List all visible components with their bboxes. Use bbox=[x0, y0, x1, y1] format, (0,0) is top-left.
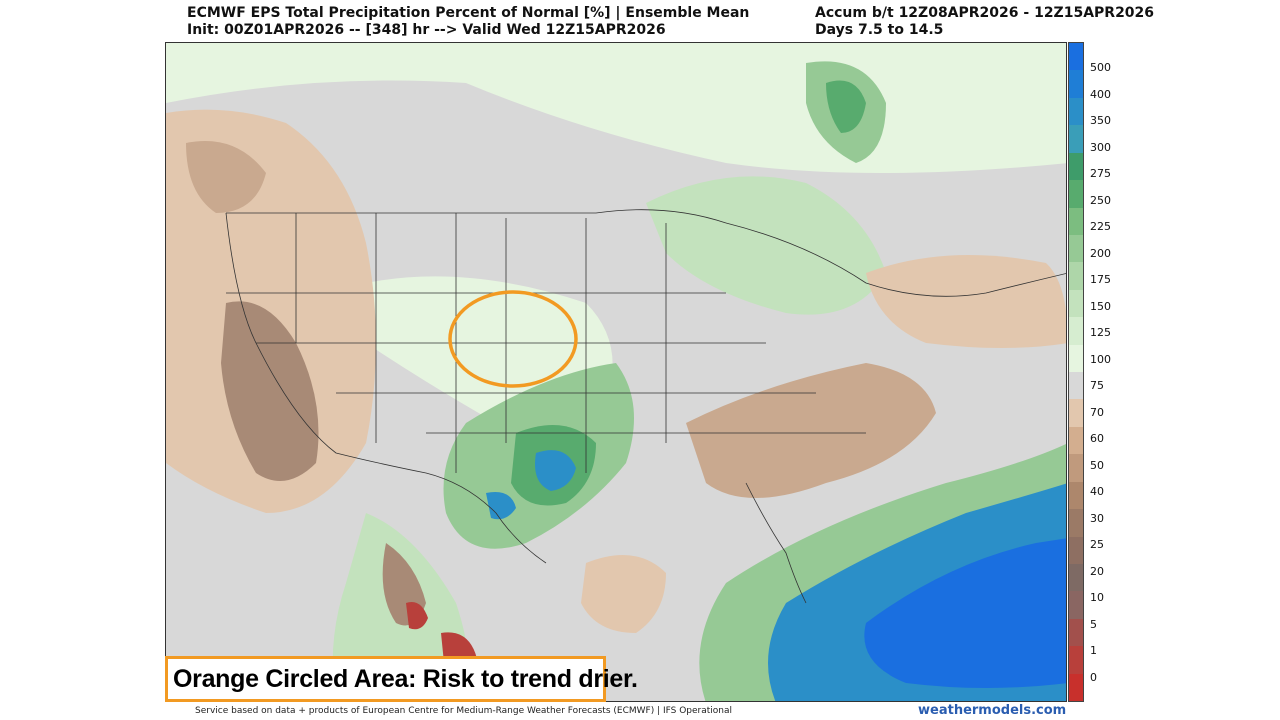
colorbar-segment bbox=[1069, 43, 1083, 71]
chart-title: ECMWF EPS Total Precipitation Percent of… bbox=[187, 5, 749, 39]
dry-area-mid-atlantic bbox=[866, 255, 1066, 348]
canada-border bbox=[226, 209, 727, 224]
accumulation-info: Accum b/t 12Z08APR2026 - 12Z15APR2026 Da… bbox=[815, 5, 1154, 39]
title-line-1: ECMWF EPS Total Precipitation Percent of… bbox=[187, 5, 750, 21]
wet-area-texas-blue-2 bbox=[486, 492, 516, 520]
wet-area-hudson bbox=[826, 80, 866, 133]
colorbar-segment bbox=[1069, 536, 1083, 565]
dry-area-southeast bbox=[686, 363, 936, 498]
colorbar-tick-label: 125 bbox=[1090, 326, 1111, 339]
colorbar-segment bbox=[1069, 591, 1083, 620]
dry-area-california bbox=[221, 301, 319, 481]
colorbar-segment bbox=[1069, 481, 1083, 510]
state-lines-horizontal bbox=[226, 292, 866, 434]
colorbar-tick-label: 300 bbox=[1090, 140, 1111, 154]
precip-map bbox=[165, 42, 1067, 702]
colorbar-tick-label: 50 bbox=[1090, 458, 1104, 472]
accum-line-2: Days 7.5 to 14.5 bbox=[815, 22, 944, 38]
wet-area-great-lakes bbox=[646, 176, 886, 315]
callout-text: Orange Circled Area: Risk to trend drier… bbox=[173, 665, 638, 693]
west-coast-border bbox=[225, 212, 547, 564]
colorbar-segment bbox=[1069, 125, 1083, 154]
colorbar-tick-label: 30 bbox=[1090, 511, 1104, 525]
colorbar-segment bbox=[1069, 289, 1083, 318]
callout-box: Orange Circled Area: Risk to trend drier… bbox=[165, 656, 638, 702]
footer-credit: Service based on data + products of Euro… bbox=[195, 706, 733, 716]
colorbar-tick-label: 275 bbox=[1090, 167, 1111, 180]
colorbar-segment bbox=[1069, 673, 1083, 702]
colorbar-segment bbox=[1069, 646, 1083, 675]
colorbar-segment bbox=[1069, 234, 1083, 263]
colorbar-tick-label: 1 bbox=[1090, 644, 1097, 657]
colorbar-tick-label: 150 bbox=[1090, 299, 1111, 313]
colorbar-segment bbox=[1069, 563, 1083, 592]
colorbar-tick-label: 10 bbox=[1090, 591, 1104, 604]
colorbar-tick-label: 40 bbox=[1090, 485, 1104, 498]
colorbar-tick-label: 0 bbox=[1090, 670, 1097, 684]
colorbar-segment bbox=[1069, 399, 1083, 428]
colorbar bbox=[1068, 42, 1084, 702]
dry-area-mexico-red bbox=[406, 602, 428, 630]
colorbar-segment bbox=[1069, 344, 1083, 373]
colorbar-tick-label: 400 bbox=[1090, 87, 1111, 101]
accum-line-1: Accum b/t 12Z08APR2026 - 12Z15APR2026 bbox=[815, 5, 1155, 21]
colorbar-tick-label: 75 bbox=[1090, 379, 1104, 392]
colorbar-segment bbox=[1069, 372, 1083, 400]
title-line-2: Init: 00Z01APR2026 -- [348] hr --> Valid… bbox=[187, 22, 666, 38]
colorbar-tick-label: 20 bbox=[1090, 564, 1104, 578]
colorbar-segment bbox=[1069, 618, 1083, 647]
northeast-border bbox=[725, 222, 1066, 297]
dry-area-northwest bbox=[186, 141, 266, 213]
colorbar-tick-label: 175 bbox=[1090, 273, 1111, 286]
colorbar-segment bbox=[1069, 317, 1083, 346]
colorbar-tick-label: 60 bbox=[1090, 432, 1104, 445]
footer-website-link[interactable]: weathermodels.com bbox=[918, 703, 1067, 718]
colorbar-tick-label: 200 bbox=[1090, 246, 1111, 260]
colorbar-segment bbox=[1069, 454, 1083, 483]
borders bbox=[225, 209, 1066, 604]
colorbar-segment bbox=[1069, 509, 1083, 537]
map-svg bbox=[166, 43, 1066, 701]
colorbar-segment bbox=[1069, 426, 1083, 455]
colorbar-tick-label: 350 bbox=[1090, 114, 1111, 127]
colorbar-tick-label: 25 bbox=[1090, 538, 1104, 551]
colorbar-tick-label: 70 bbox=[1090, 405, 1104, 419]
florida-outline bbox=[745, 482, 807, 604]
dry-area-gulf bbox=[581, 555, 666, 633]
wet-area-atlantic-deep bbox=[864, 538, 1066, 688]
highlight-circle bbox=[448, 290, 578, 388]
colorbar-tick-label: 5 bbox=[1090, 617, 1097, 631]
colorbar-tick-label: 500 bbox=[1090, 61, 1111, 74]
colorbar-segment bbox=[1069, 207, 1083, 236]
colorbar-tick-label: 225 bbox=[1090, 220, 1111, 233]
colorbar-segment bbox=[1069, 152, 1083, 181]
colorbar-tick-label: 100 bbox=[1090, 352, 1111, 366]
colorbar-segment bbox=[1069, 97, 1083, 126]
colorbar-segment bbox=[1069, 180, 1083, 208]
colorbar-segment bbox=[1069, 262, 1083, 291]
colorbar-tick-label: 250 bbox=[1090, 193, 1111, 207]
wet-area-texas-blue bbox=[535, 450, 576, 491]
colorbar-segment bbox=[1069, 70, 1083, 99]
